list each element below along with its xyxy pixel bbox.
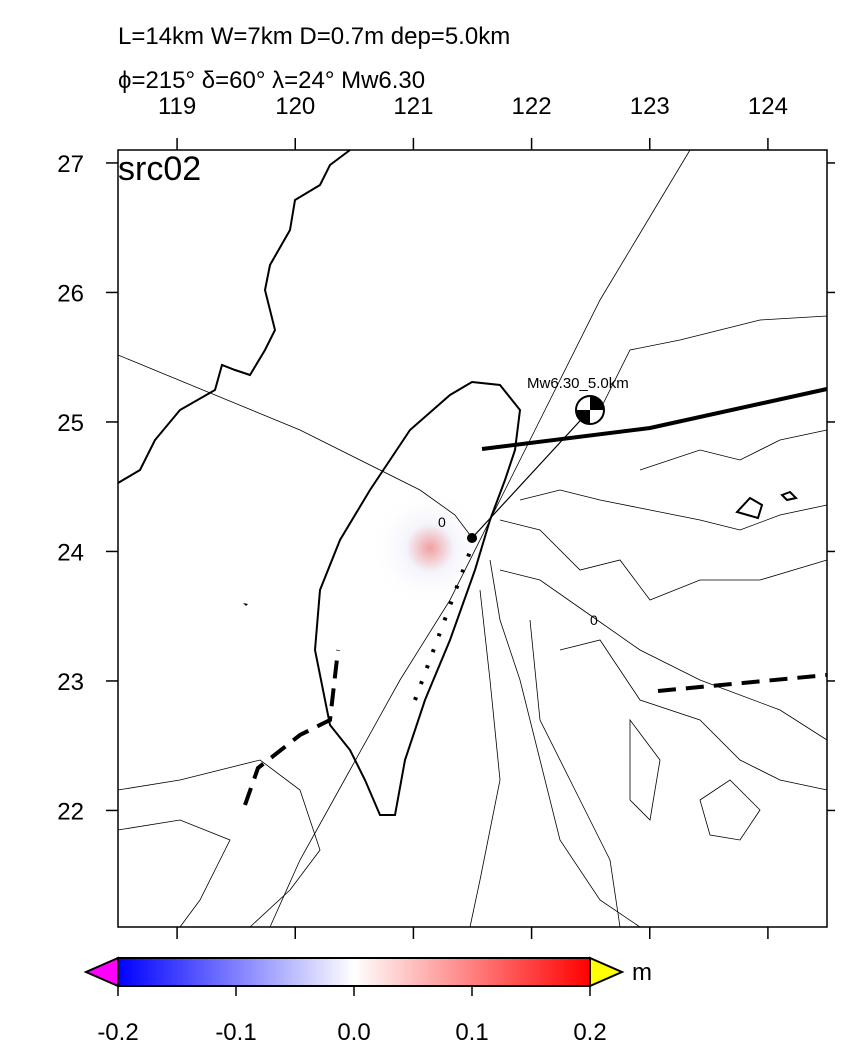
- colorbar-unit: m: [632, 959, 652, 986]
- y-tick-label: 26: [57, 280, 84, 307]
- x-tick-label: 124: [748, 93, 788, 120]
- colorbar-tick-label: -0.2: [97, 1019, 138, 1046]
- thin-line: [117, 354, 471, 536]
- contour-label: 0: [438, 514, 446, 530]
- y-tick-label: 22: [57, 798, 84, 825]
- colorbar-tick-label: 0.2: [573, 1019, 606, 1046]
- colorbar-tick-label: -0.1: [215, 1019, 256, 1046]
- colorbar-over: [589, 956, 625, 988]
- colorbar-tick-label: 0.1: [455, 1019, 488, 1046]
- y-tick-label: 23: [57, 669, 84, 696]
- epicenter: [467, 533, 477, 543]
- panel-label: src02: [118, 150, 201, 188]
- y-tick-label: 25: [57, 410, 84, 437]
- y-tick-label: 24: [57, 539, 84, 566]
- x-tick-label: 123: [630, 93, 670, 120]
- colorbar: [117, 957, 591, 987]
- x-tick-label: 122: [512, 93, 552, 120]
- event-label: Mw6.30_5.0km: [527, 375, 629, 392]
- y-tick-label: 27: [57, 151, 84, 178]
- contour-label: 0: [590, 612, 598, 628]
- leader-line: [471, 409, 591, 539]
- dashed-fault: [243, 649, 828, 806]
- island: [243, 603, 248, 606]
- thin-line: [269, 149, 691, 928]
- contour-closed: [735, 490, 798, 520]
- coastline-china: [117, 149, 351, 484]
- colorbar-tick-label: 0.0: [337, 1019, 370, 1046]
- x-tick-label: 120: [275, 93, 315, 120]
- subtitle: ϕ=215° δ=60° λ=24° Mw6.30: [118, 67, 425, 94]
- contour: [117, 315, 828, 928]
- map-frame: [117, 149, 828, 928]
- x-tick-label: 121: [393, 93, 433, 120]
- title: L=14km W=7km D=0.7m dep=5.0km: [118, 23, 510, 50]
- x-tick-label: 119: [158, 93, 196, 120]
- map-layer: Mw6.30_5.0km 0 0: [117, 149, 828, 928]
- colorbar-under: [83, 956, 119, 988]
- deformation-field: [370, 488, 490, 608]
- contour: [499, 569, 828, 741]
- trench: [481, 387, 828, 451]
- beachball-fill: [576, 396, 604, 424]
- coastline-taiwan: [313, 380, 522, 816]
